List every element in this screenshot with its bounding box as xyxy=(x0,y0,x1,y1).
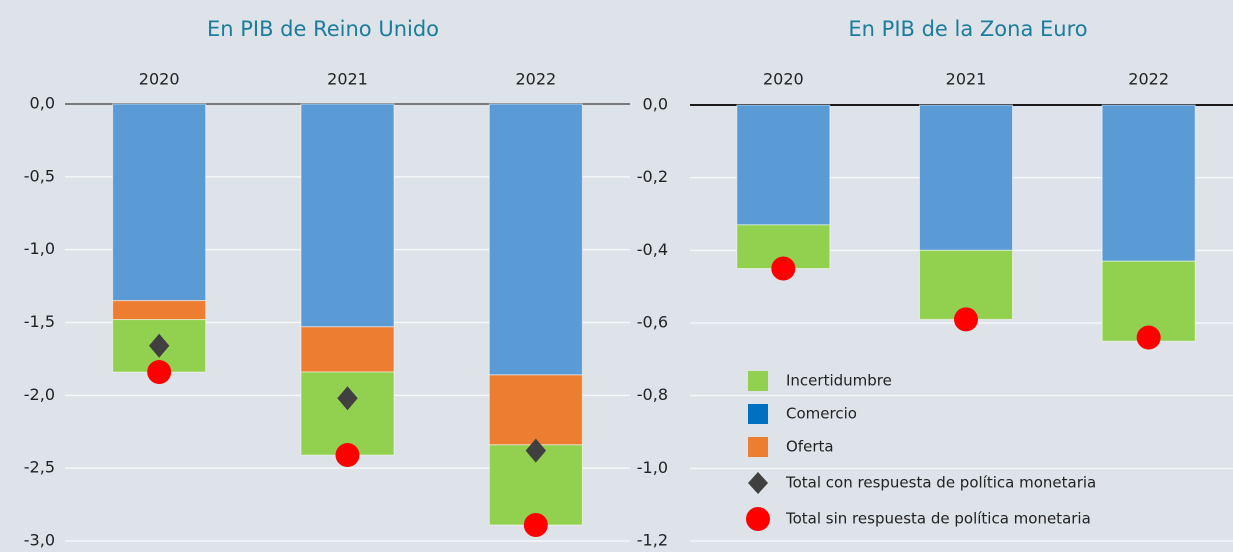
bar-segment xyxy=(300,103,395,328)
x-tick-label: 2021 xyxy=(946,70,987,89)
dot-marker xyxy=(954,307,978,332)
x-tick-label: 2022 xyxy=(515,70,556,89)
y-tick-label: -1,0 xyxy=(24,239,55,258)
legend-label: Oferta xyxy=(786,438,834,456)
bar-segment xyxy=(736,104,831,226)
dot-marker xyxy=(147,360,172,385)
dot-marker xyxy=(1136,325,1161,350)
bar-segment xyxy=(112,300,207,321)
x-tick-label: 2021 xyxy=(327,70,368,89)
chart-title: En PIB de la Zona Euro xyxy=(848,17,1087,41)
bar-segment xyxy=(488,374,583,446)
y-tick-label: -0,8 xyxy=(637,385,668,404)
bar-segment xyxy=(300,326,395,373)
legend-swatch xyxy=(748,404,768,424)
dot-marker xyxy=(771,256,796,281)
x-tick-label: 2022 xyxy=(1128,70,1169,89)
y-tick-label: -1,0 xyxy=(637,458,668,477)
y-tick-label: 0,0 xyxy=(643,95,668,114)
legend-label: Total sin respuesta de política monetari… xyxy=(785,510,1091,528)
y-tick-label: 0,0 xyxy=(30,94,55,113)
bar-segment xyxy=(488,103,583,376)
diamond-marker xyxy=(525,438,547,463)
legend-swatch xyxy=(748,371,768,391)
y-tick-label: -0,4 xyxy=(637,240,668,259)
dot-marker xyxy=(335,443,360,468)
chart-title: En PIB de Reino Unido xyxy=(207,17,439,41)
legend-label: Total con respuesta de política monetari… xyxy=(785,474,1096,492)
legend-swatch xyxy=(746,507,770,531)
bar-segment xyxy=(300,371,395,456)
diamond-marker xyxy=(337,386,358,411)
y-tick-label: -0,2 xyxy=(637,167,668,186)
y-tick-label: -0,5 xyxy=(24,166,55,185)
legend-swatch xyxy=(748,437,768,457)
legend-label: Incertidumbre xyxy=(786,372,892,390)
legend-swatch xyxy=(748,472,768,494)
y-tick-label: -1,2 xyxy=(637,531,668,550)
legend-label: Comercio xyxy=(786,405,857,423)
dot-marker xyxy=(523,512,548,537)
y-tick-label: -0,6 xyxy=(637,313,668,332)
bar-segment xyxy=(1101,104,1196,262)
x-tick-label: 2020 xyxy=(763,70,804,89)
diamond-marker xyxy=(148,333,170,358)
y-tick-label: -2,0 xyxy=(24,385,55,404)
x-tick-label: 2020 xyxy=(139,70,180,89)
y-tick-label: -3,0 xyxy=(24,531,55,550)
bar-segment xyxy=(919,104,1013,251)
y-tick-label: -1,5 xyxy=(24,312,55,331)
bar-segment xyxy=(112,103,207,302)
y-tick-label: -2,5 xyxy=(24,458,55,477)
